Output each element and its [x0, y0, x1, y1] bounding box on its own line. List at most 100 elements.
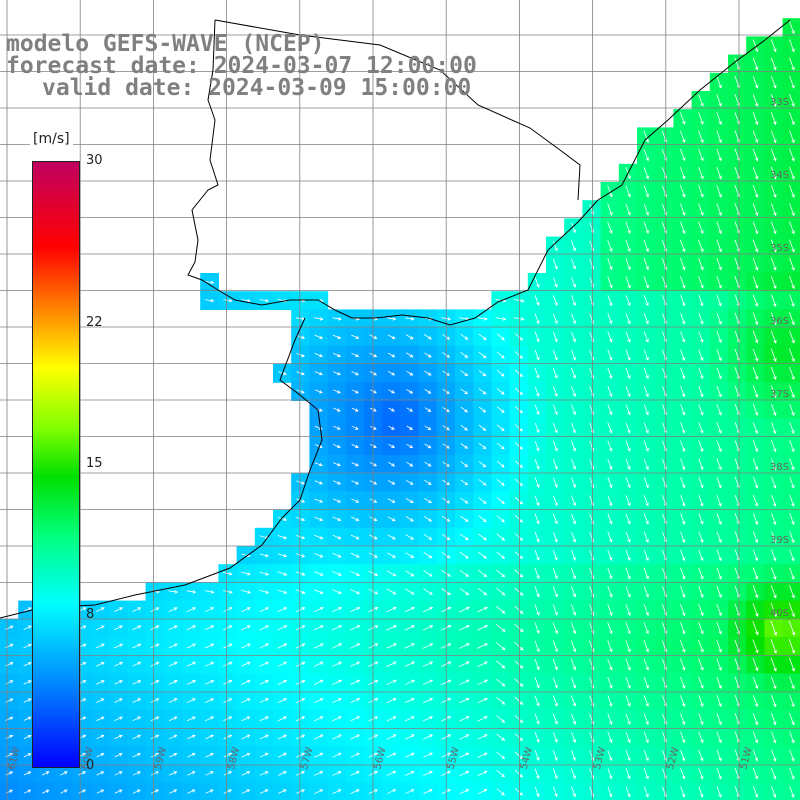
- wind-arrow-head: [337, 789, 342, 793]
- wind-arrow-head: [590, 775, 595, 780]
- wind-arrow: [571, 677, 576, 688]
- wind-arrow: [78, 789, 86, 794]
- wind-arrow: [41, 771, 50, 776]
- wind-arrow-head: [554, 429, 558, 434]
- wind-cell: [382, 673, 401, 693]
- wind-arrow-head: [210, 734, 214, 738]
- wind-arrow-head: [427, 390, 432, 394]
- wind-arrow: [223, 680, 232, 685]
- latitude-label: 37S: [770, 389, 789, 400]
- wind-arrow: [514, 733, 523, 741]
- wind-arrow-head: [429, 770, 433, 775]
- wind-arrow: [643, 331, 649, 343]
- wind-arrow-head: [392, 572, 397, 577]
- wind-arrow-head: [791, 631, 796, 636]
- wind-arrow-head: [700, 466, 704, 471]
- wind-arrow: [789, 366, 795, 380]
- wind-arrow: [771, 494, 776, 507]
- wind-arrow-head: [791, 484, 795, 489]
- wind-arrow-head: [682, 212, 686, 216]
- wind-arrow-head: [645, 666, 649, 671]
- wind-arrow-head: [663, 520, 668, 525]
- wind-arrow: [734, 531, 740, 543]
- wind-arrow: [680, 476, 685, 488]
- wind-arrow: [458, 643, 470, 649]
- wind-arrow-head: [554, 757, 558, 762]
- wind-arrow-head: [554, 302, 558, 306]
- wind-arrow-head: [590, 666, 595, 671]
- wind-arrow: [168, 607, 178, 612]
- wind-cell: [782, 91, 800, 110]
- wind-arrow-head: [700, 248, 704, 253]
- wind-arrow-head: [119, 680, 123, 684]
- wind-arrow-head: [645, 775, 649, 780]
- wind-arrow-head: [627, 539, 631, 543]
- wind-arrow: [477, 569, 487, 577]
- wind-cell: [782, 36, 800, 56]
- wind-arrow: [205, 753, 214, 758]
- wind-arrow: [680, 203, 685, 216]
- wind-cell: [491, 782, 511, 800]
- wind-arrow-head: [700, 284, 704, 289]
- wind-arrow: [698, 313, 703, 324]
- wind-arrow: [186, 625, 196, 631]
- wind-arrow: [789, 57, 795, 70]
- wind-arrow-head: [681, 520, 686, 525]
- wind-arrow-head: [572, 502, 576, 507]
- wind-arrow-head: [446, 336, 451, 340]
- wind-arrow-head: [320, 643, 324, 647]
- wind-arrow-head: [82, 643, 87, 647]
- wind-arrow: [680, 112, 685, 125]
- wind-arrow-head: [627, 230, 631, 234]
- wind-arrow: [788, 602, 795, 617]
- wind-arrow: [680, 404, 685, 415]
- wind-arrow-head: [681, 793, 686, 798]
- wind-arrow-head: [590, 721, 595, 725]
- wind-arrow-head: [410, 752, 415, 756]
- wind-arrow-head: [483, 752, 488, 756]
- wind-arrow-head: [700, 212, 704, 216]
- wind-arrow: [734, 239, 740, 252]
- wind-arrow: [406, 389, 413, 394]
- wind-arrow: [789, 275, 795, 289]
- wind-arrow-head: [319, 716, 324, 720]
- wind-arrow-head: [609, 338, 613, 343]
- wind-arrow-head: [791, 448, 795, 453]
- wind-arrow: [513, 299, 524, 302]
- wind-arrow-head: [627, 648, 631, 653]
- wind-arrow: [60, 771, 68, 776]
- wind-arrow-head: [572, 356, 576, 361]
- wind-arrow-head: [572, 520, 576, 525]
- wind-arrow-head: [718, 121, 722, 125]
- wind-arrow-head: [465, 770, 470, 775]
- wind-arrow-head: [265, 661, 270, 665]
- wind-arrow: [752, 294, 758, 307]
- wind-arrow-head: [427, 354, 432, 358]
- wind-arrow-head: [392, 679, 397, 684]
- wind-arrow: [495, 642, 506, 651]
- wind-arrow: [643, 495, 649, 506]
- wind-arrow-head: [682, 193, 686, 198]
- wind-arrow: [607, 585, 613, 598]
- wind-arrow-head: [572, 630, 577, 635]
- wind-arrow-head: [246, 679, 251, 684]
- wind-arrow: [552, 513, 558, 524]
- wind-arrow: [789, 257, 795, 271]
- wind-arrow: [114, 643, 123, 649]
- wind-arrow-head: [519, 592, 524, 596]
- wind-arrow-head: [427, 372, 432, 376]
- wind-arrow-head: [627, 775, 631, 780]
- wind-cell: [709, 782, 729, 800]
- wind-arrow: [460, 424, 468, 431]
- wind-arrow-head: [773, 703, 777, 708]
- wind-arrow: [405, 771, 414, 776]
- wind-cell: [782, 345, 800, 365]
- wind-arrow: [496, 605, 505, 614]
- wind-arrow-head: [645, 557, 649, 562]
- wind-arrow: [698, 440, 703, 452]
- wind-arrow: [205, 771, 214, 776]
- wind-arrow-head: [519, 646, 524, 651]
- wind-arrow-head: [484, 697, 488, 702]
- wind-arrow: [571, 349, 576, 361]
- wind-arrow: [405, 534, 414, 540]
